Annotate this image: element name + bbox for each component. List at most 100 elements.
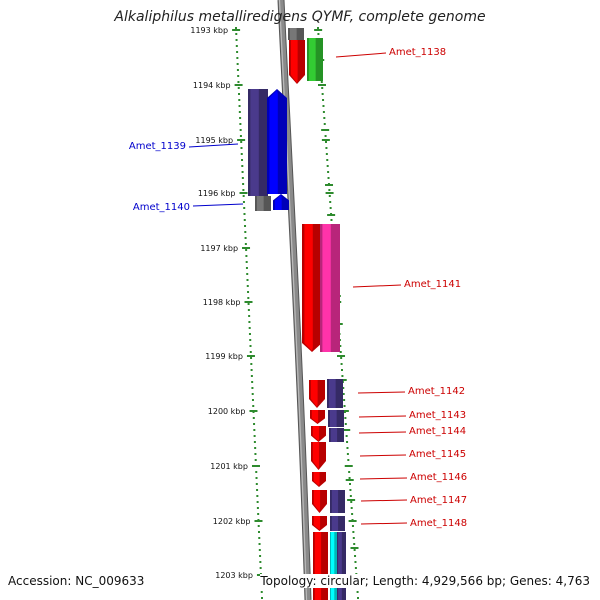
coordinate-dot bbox=[323, 123, 326, 125]
coordinate-dot bbox=[245, 255, 248, 257]
coordinate-dot bbox=[237, 81, 240, 83]
feature-cyan-1 bbox=[330, 532, 338, 600]
feature-highlight bbox=[304, 224, 313, 351]
coordinate-dot bbox=[255, 471, 258, 473]
leader-line bbox=[335, 52, 387, 58]
gene-name: Amet_1142 bbox=[408, 386, 465, 397]
coordinate-dot bbox=[240, 147, 243, 149]
coordinate-tick: 1196 kbp bbox=[198, 189, 334, 198]
feature-highlight bbox=[322, 224, 331, 352]
coordinate-dot bbox=[349, 495, 352, 497]
coordinate-dot bbox=[356, 591, 359, 593]
minor-tick-mark bbox=[321, 129, 330, 131]
leader-line bbox=[359, 477, 408, 480]
coordinate-tick: 1193 kbp bbox=[190, 26, 323, 35]
gene-name: Amet_1146 bbox=[410, 472, 467, 483]
feature-highlight bbox=[290, 40, 298, 83]
coordinate-dot bbox=[321, 87, 324, 89]
coordinate-dot bbox=[245, 267, 248, 269]
coordinate-dot bbox=[350, 501, 353, 503]
coordinate-dot bbox=[344, 417, 347, 419]
coordinate-dot bbox=[258, 543, 261, 545]
feature-highlight bbox=[338, 532, 342, 600]
feature-red-3 bbox=[309, 380, 325, 408]
coordinate-dot bbox=[343, 405, 346, 407]
topology-text: Topology: circular; Length: 4,929,566 bp… bbox=[260, 574, 590, 588]
coordinate-dot bbox=[242, 195, 245, 197]
coordinate-dot bbox=[256, 489, 259, 491]
coordinate-tick: 1200 kbp bbox=[208, 407, 349, 416]
tick-label: 1196 kbp bbox=[198, 189, 236, 198]
gene-label-amet-1143: Amet_1143 bbox=[358, 410, 466, 421]
coordinate-dot bbox=[238, 105, 241, 107]
tick-label: 1202 kbp bbox=[213, 517, 251, 526]
minor-tick-mark bbox=[345, 479, 354, 481]
gene-name: Amet_1145 bbox=[409, 449, 466, 460]
gene-name: Amet_1138 bbox=[389, 47, 446, 58]
minor-tick-mark bbox=[347, 499, 356, 501]
feature-highlight bbox=[250, 89, 259, 196]
minor-tick-mark bbox=[327, 214, 336, 216]
coordinate-dot bbox=[245, 249, 248, 251]
coordinate-dot bbox=[357, 597, 359, 599]
tick-label: 1194 kbp bbox=[193, 81, 231, 90]
tick-mark-right bbox=[318, 84, 326, 86]
coordinate-dot bbox=[326, 165, 329, 167]
tick-mark-right bbox=[337, 355, 346, 357]
leader-line bbox=[352, 284, 402, 288]
minor-tick-mark bbox=[350, 547, 359, 549]
coordinate-dot bbox=[238, 111, 241, 113]
coordinate-dot bbox=[246, 285, 249, 287]
tick-mark-left bbox=[251, 465, 260, 467]
gene-label-amet-1144: Amet_1144 bbox=[358, 426, 466, 437]
feature-highlight bbox=[310, 380, 318, 407]
feature-highlight bbox=[311, 410, 319, 423]
coordinate-dot bbox=[348, 477, 351, 479]
gene-label-amet-1145: Amet_1145 bbox=[359, 449, 466, 460]
coordinate-dot bbox=[241, 177, 244, 179]
map-title: Alkaliphilus metalliredigens QYMF, compl… bbox=[114, 9, 486, 25]
coordinate-dot bbox=[235, 33, 238, 35]
coordinate-dot bbox=[236, 57, 239, 59]
coordinate-dot bbox=[352, 531, 355, 533]
feature-highlight bbox=[256, 196, 264, 211]
coordinate-dot bbox=[328, 195, 331, 197]
feature-highlight bbox=[274, 195, 282, 210]
feature-red-2 bbox=[302, 224, 322, 352]
feature-red-6 bbox=[311, 442, 326, 470]
accession-text: Accession: NC_009633 bbox=[8, 574, 145, 588]
coordinate-tick: 1194 kbp bbox=[193, 81, 326, 90]
tick-label: 1198 kbp bbox=[203, 298, 241, 307]
coordinate-dot bbox=[248, 327, 251, 329]
feature-highlight bbox=[312, 442, 320, 469]
coordinate-dot bbox=[250, 369, 253, 371]
coordinate-dot bbox=[243, 219, 246, 221]
feature-highlight bbox=[314, 532, 322, 600]
coordinate-dot bbox=[256, 507, 259, 509]
coordinate-tick: 1202 kbp bbox=[213, 517, 357, 526]
tick-mark-left bbox=[234, 84, 243, 86]
coordinate-dot bbox=[340, 357, 343, 359]
coordinate-dot bbox=[325, 147, 328, 149]
coordinate-dot bbox=[342, 387, 345, 389]
coordinate-dot bbox=[259, 567, 262, 569]
coordinate-dot bbox=[341, 375, 344, 377]
minor-tick-mark bbox=[325, 184, 334, 186]
feature-red-1 bbox=[289, 40, 305, 84]
gene-name: Amet_1139 bbox=[129, 141, 186, 152]
coordinate-dot bbox=[242, 189, 245, 191]
coordinate-dot bbox=[242, 201, 245, 203]
coordinate-dot bbox=[353, 543, 356, 545]
coordinate-dot bbox=[260, 591, 263, 593]
coordinate-dot bbox=[235, 39, 238, 41]
coordinate-dot bbox=[239, 135, 242, 137]
feature-amet-1147 bbox=[330, 490, 345, 513]
feature-highlight bbox=[269, 90, 278, 194]
coordinate-dot bbox=[236, 51, 239, 53]
gene-label-amet-1141: Amet_1141 bbox=[352, 279, 461, 290]
feature-highlight bbox=[313, 472, 320, 486]
coordinate-dot bbox=[341, 369, 343, 371]
feature-gray-small bbox=[255, 196, 271, 211]
coordinate-dot bbox=[329, 207, 332, 209]
